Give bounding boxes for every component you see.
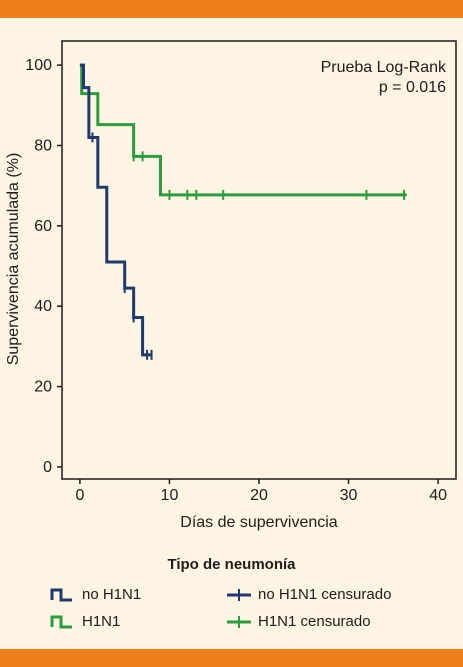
survival-curve-no-h1n1 (79, 63, 152, 357)
x-tick-label: 20 (250, 487, 268, 504)
x-tick-label: 10 (161, 487, 179, 504)
axes: 0 10 20 30 40 0 20 40 60 80 100 (25, 40, 457, 504)
legend-item-no-h1n1: no H1N1 (50, 586, 141, 603)
legend-item-h1n1: H1N1 (50, 613, 120, 630)
x-axis-label: Días de supervivencia (180, 514, 338, 531)
top-band (0, 0, 463, 18)
survival-curve-h1n1 (79, 63, 407, 197)
km-chart: 0 10 20 30 40 0 20 40 60 80 100 Prueba Log-Rank p … (5, 40, 457, 531)
censor-mark-icon (227, 615, 251, 628)
y-axis-label: Supervivencia acumulada (%) (5, 153, 22, 366)
y-tick-label: 40 (34, 298, 52, 315)
x-tick-label: 0 (75, 487, 84, 504)
legend-item-h1n1-censored: H1N1 censurado (226, 613, 371, 630)
legend-label-no-h1n1-censored: no H1N1 censurado (258, 586, 392, 603)
y-tick-label: 20 (34, 379, 52, 396)
logrank-annotation-line1: Prueba Log-Rank (321, 59, 447, 76)
x-tick-label: 30 (340, 487, 358, 504)
legend-label-h1n1: H1N1 (82, 613, 121, 630)
legend-title: Tipo de neumonía (167, 556, 296, 573)
x-tick-label: 40 (429, 487, 447, 504)
logrank-annotation-line2: p = 0.016 (379, 79, 446, 96)
plot-frame (61, 40, 457, 480)
legend-item-no-h1n1-censored: no H1N1 censurado (226, 586, 391, 603)
censor-mark-icon (227, 588, 251, 601)
bottom-band (0, 649, 463, 667)
y-tick-label: 100 (25, 57, 52, 74)
y-tick-label: 80 (34, 137, 52, 154)
step-line-icon (50, 588, 72, 601)
step-line-icon (50, 615, 72, 628)
y-tick-label: 60 (34, 218, 52, 235)
y-tick-label: 0 (43, 459, 52, 476)
series-layer (79, 63, 407, 360)
legend-label-no-h1n1: no H1N1 (82, 586, 142, 603)
legend-label-h1n1-censored: H1N1 censurado (258, 613, 371, 630)
